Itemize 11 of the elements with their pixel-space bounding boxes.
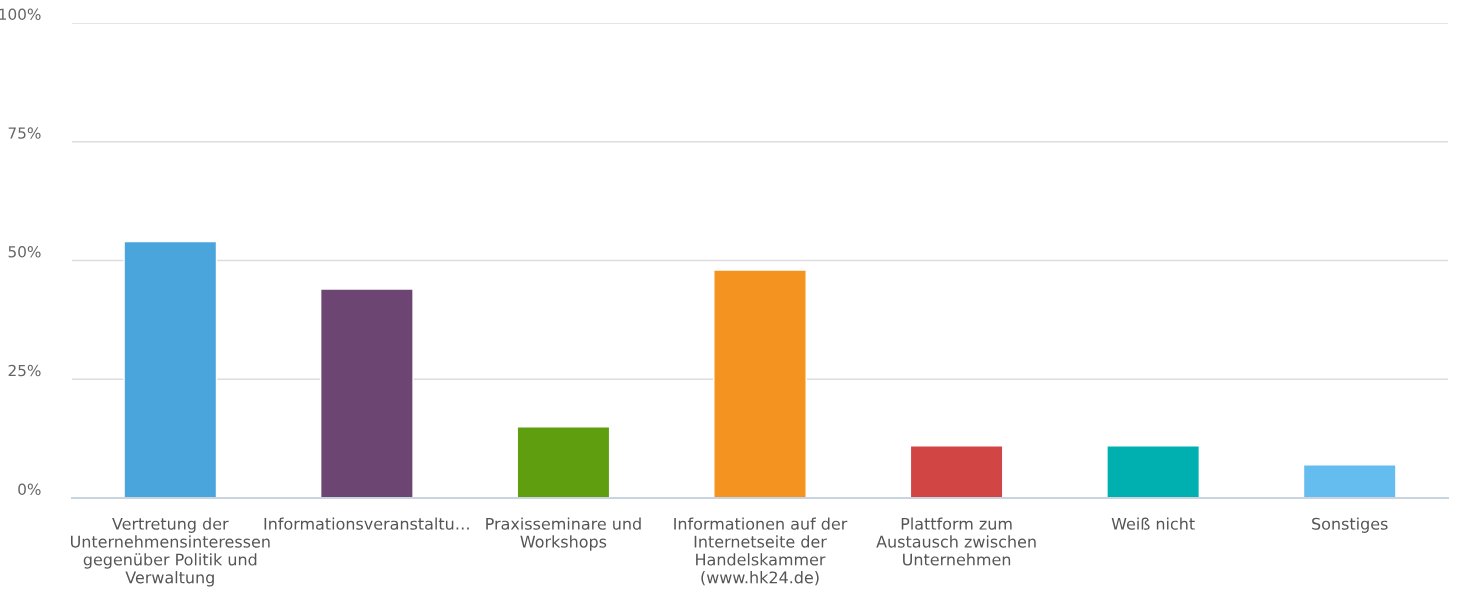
y-tick-label: 25%: [8, 364, 41, 377]
x-tick-label: Plattform zum Austausch zwischen Unternehmen: [876, 517, 1036, 566]
x-tick-label: Informationen auf der Internetseite der Handelskammer (www.hk24.de): [674, 517, 848, 586]
y-tick-label: 50%: [8, 245, 41, 258]
y-tick-label: 75%: [8, 127, 41, 139]
x-tick-label: Sonstiges: [1312, 517, 1388, 533]
x-tick-label: Weiß nicht: [1111, 517, 1195, 530]
x-tick-label: Praxisseminare und Workshops: [486, 517, 641, 551]
y-tick-label: 100%: [0, 8, 41, 21]
y-tick-label: 0%: [18, 483, 41, 496]
x-tick-label: Informationsveranstaltu…: [264, 517, 469, 530]
